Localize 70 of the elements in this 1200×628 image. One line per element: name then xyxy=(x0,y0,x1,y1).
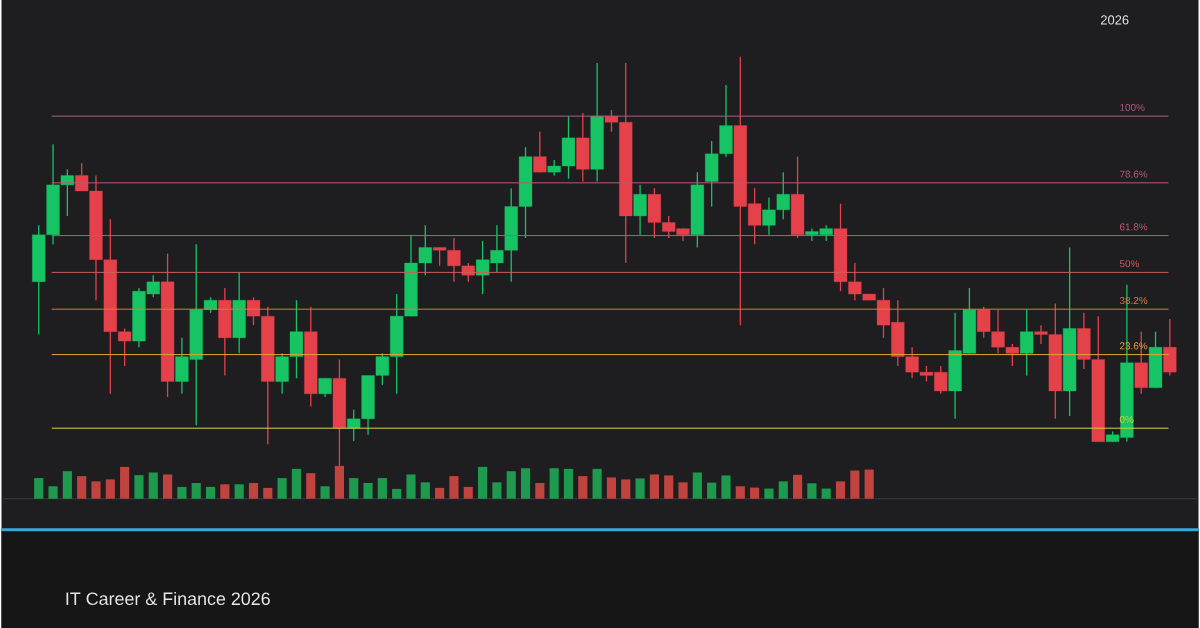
bar xyxy=(91,481,101,499)
bar xyxy=(349,477,359,499)
bar xyxy=(120,466,130,499)
bar xyxy=(191,482,201,499)
bar xyxy=(77,475,87,499)
bar xyxy=(163,474,173,499)
bar xyxy=(134,474,144,499)
text: IT Career & Finance 2026 xyxy=(66,591,270,605)
bar xyxy=(48,486,58,499)
bar xyxy=(220,484,230,499)
bar xyxy=(234,484,244,499)
bar xyxy=(606,477,617,499)
bar xyxy=(320,486,330,499)
annotation: 50% xyxy=(1119,259,1140,267)
bar xyxy=(306,472,316,499)
bar xyxy=(478,466,488,499)
bar xyxy=(277,477,287,499)
bar xyxy=(377,477,387,499)
bar xyxy=(205,486,216,499)
candlestick xyxy=(533,130,547,173)
bar xyxy=(850,470,860,499)
annotation: 78.6% xyxy=(1119,170,1148,178)
bar xyxy=(420,482,430,499)
bar xyxy=(821,488,831,499)
bar xyxy=(449,475,459,499)
bar xyxy=(592,468,602,499)
bar xyxy=(864,469,874,499)
bar xyxy=(392,488,402,499)
bar xyxy=(835,481,846,499)
bar xyxy=(707,482,717,499)
bar xyxy=(778,481,788,499)
candlestick xyxy=(318,377,332,398)
bar xyxy=(520,468,531,499)
bar xyxy=(463,486,473,499)
text: 2026 xyxy=(1101,15,1129,25)
bar xyxy=(291,468,302,499)
bar xyxy=(148,472,158,499)
bar xyxy=(248,482,259,499)
annotation: 61.8% xyxy=(1119,223,1148,231)
bar xyxy=(635,478,645,499)
bar xyxy=(649,474,659,499)
bar xyxy=(692,472,702,499)
bar xyxy=(506,470,516,499)
bar xyxy=(664,475,674,499)
bar xyxy=(263,487,273,499)
candlestick xyxy=(633,184,647,236)
bar xyxy=(621,479,631,499)
bar xyxy=(105,479,115,499)
bar xyxy=(578,475,588,499)
bar xyxy=(535,482,545,499)
bar xyxy=(177,486,187,499)
bar xyxy=(34,477,44,499)
bar xyxy=(807,483,817,499)
bar xyxy=(563,468,574,499)
bar xyxy=(678,482,688,499)
bar xyxy=(363,482,373,499)
bar xyxy=(435,487,445,499)
annotation: 0% xyxy=(1119,415,1134,423)
bar xyxy=(492,482,502,499)
candlestick xyxy=(1020,308,1034,376)
bar xyxy=(721,475,731,499)
bar xyxy=(750,487,760,499)
bar xyxy=(793,474,803,499)
bar xyxy=(62,470,72,499)
bar xyxy=(735,486,745,499)
bar xyxy=(334,465,344,499)
bar xyxy=(406,474,416,499)
bar xyxy=(764,488,774,499)
bar xyxy=(549,468,559,499)
annotation: 100% xyxy=(1120,103,1145,111)
